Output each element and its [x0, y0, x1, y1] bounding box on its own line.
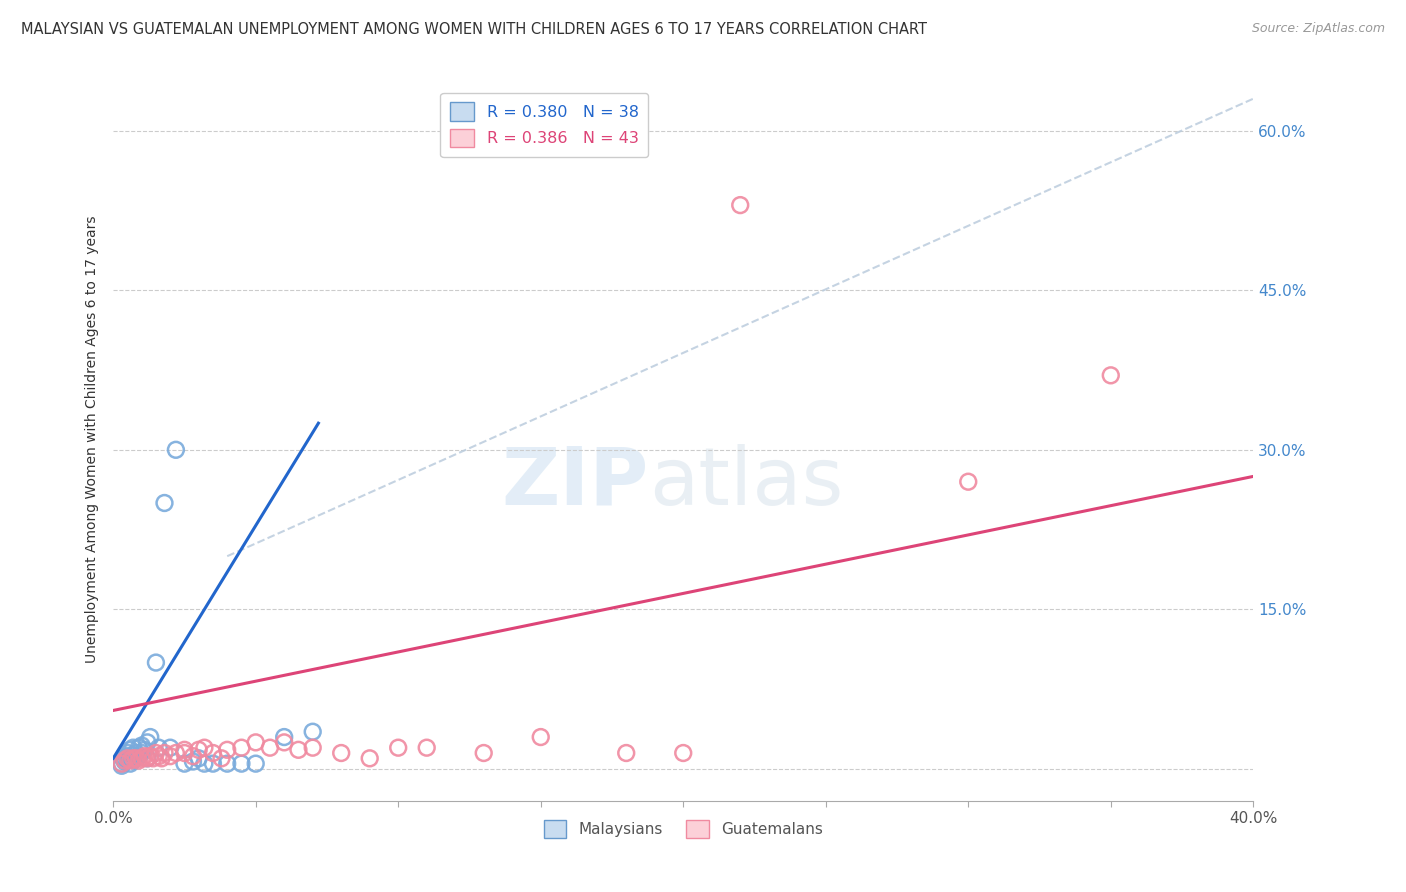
Point [111, 758, 134, 772]
Point [139, 730, 162, 744]
Point [117, 749, 139, 764]
Point [125, 751, 148, 765]
Point [120, 751, 142, 765]
Point [217, 743, 239, 757]
Point [139, 749, 162, 764]
Point [128, 754, 150, 768]
Point [134, 749, 156, 764]
Point [114, 751, 136, 765]
Point [142, 751, 165, 765]
Point [150, 751, 173, 765]
Point [145, 656, 167, 670]
Point [193, 756, 215, 771]
Point [120, 743, 142, 757]
Point [187, 743, 209, 757]
Point [128, 749, 150, 764]
Point [415, 740, 437, 755]
Point [117, 746, 139, 760]
Point [211, 751, 233, 765]
Point [148, 740, 170, 755]
Point [122, 740, 145, 755]
Point [165, 442, 187, 457]
Point [231, 740, 253, 755]
Y-axis label: Unemployment Among Women with Children Ages 6 to 17 years: Unemployment Among Women with Children A… [86, 215, 100, 663]
Point [245, 735, 267, 749]
Point [1099, 368, 1122, 383]
Text: MALAYSIAN VS GUATEMALAN UNEMPLOYMENT AMONG WOMEN WITH CHILDREN AGES 6 TO 17 YEAR: MALAYSIAN VS GUATEMALAN UNEMPLOYMENT AMO… [21, 22, 927, 37]
Point [173, 743, 195, 757]
Point [181, 749, 204, 764]
Point [387, 740, 409, 755]
Point [122, 751, 145, 765]
Point [201, 746, 224, 760]
Point [330, 746, 353, 760]
Point [148, 749, 170, 764]
Point [201, 756, 224, 771]
Point [173, 756, 195, 771]
Point [131, 751, 153, 765]
Point [957, 475, 980, 489]
Point [301, 740, 323, 755]
Point [530, 730, 553, 744]
Point [359, 751, 381, 765]
Point [122, 754, 145, 768]
Point [136, 751, 159, 765]
Point [187, 751, 209, 765]
Point [273, 730, 295, 744]
Legend: Malaysians, Guatemalans: Malaysians, Guatemalans [537, 814, 830, 844]
Point [114, 755, 136, 769]
Point [165, 746, 187, 760]
Text: Source: ZipAtlas.com: Source: ZipAtlas.com [1251, 22, 1385, 36]
Point [145, 746, 167, 760]
Point [136, 751, 159, 765]
Point [728, 198, 751, 212]
Point [287, 743, 309, 757]
Point [136, 735, 159, 749]
Point [125, 751, 148, 765]
Point [120, 756, 142, 771]
Point [117, 754, 139, 768]
Point [245, 756, 267, 771]
Point [472, 746, 495, 760]
Point [120, 754, 142, 768]
Point [125, 746, 148, 760]
Point [217, 756, 239, 771]
Point [259, 740, 281, 755]
Point [231, 756, 253, 771]
Point [153, 746, 176, 760]
Text: ZIP: ZIP [502, 443, 650, 522]
Point [134, 743, 156, 757]
Point [114, 754, 136, 768]
Text: atlas: atlas [650, 443, 844, 522]
Point [131, 739, 153, 753]
Point [301, 724, 323, 739]
Point [111, 756, 134, 771]
Point [181, 755, 204, 769]
Point [128, 740, 150, 755]
Point [672, 746, 695, 760]
Point [111, 756, 134, 771]
Point [117, 751, 139, 765]
Point [122, 748, 145, 763]
Point [173, 746, 195, 760]
Point [193, 740, 215, 755]
Point [159, 740, 181, 755]
Point [614, 746, 637, 760]
Point [131, 746, 153, 760]
Point [159, 749, 181, 764]
Point [273, 735, 295, 749]
Point [153, 496, 176, 510]
